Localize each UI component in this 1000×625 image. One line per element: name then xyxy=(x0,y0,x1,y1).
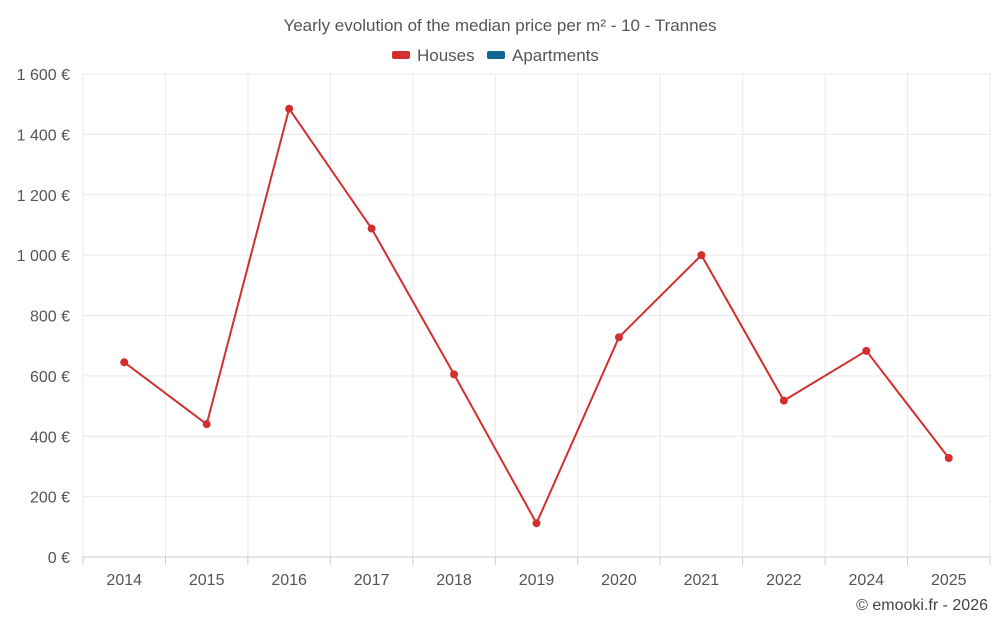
data-point[interactable] xyxy=(779,396,788,405)
y-axis: 0 € 200 € 400 € 600 € 800 € 1 000 € 1 200 € 1 4… xyxy=(17,67,70,567)
data-point[interactable] xyxy=(285,104,294,113)
y-tick-label: 200 € xyxy=(30,490,70,507)
legend: Houses Apartments xyxy=(392,46,599,65)
x-tick-label: 2022 xyxy=(766,572,802,589)
y-tick-label: 400 € xyxy=(30,429,70,446)
legend-label-apartments: Apartments xyxy=(512,46,599,65)
data-point[interactable] xyxy=(367,224,376,233)
data-point[interactable] xyxy=(862,346,871,355)
data-point[interactable] xyxy=(614,333,623,342)
y-tick-label: 1 400 € xyxy=(17,127,70,144)
y-tick-label: 1 200 € xyxy=(17,188,70,205)
y-tick-label: 1 600 € xyxy=(17,67,70,84)
x-axis: 2014 2015 2016 2017 2018 2019 2020 2021 2022 2024… xyxy=(82,556,991,589)
y-tick-label: 800 € xyxy=(30,309,70,326)
data-point[interactable] xyxy=(450,370,459,379)
chart-title: Yearly evolution of the median price per… xyxy=(283,16,716,35)
legend-item-apartments[interactable]: Apartments xyxy=(487,46,599,65)
x-tick-label: 2019 xyxy=(519,572,555,589)
y-tick-label: 600 € xyxy=(30,369,70,386)
plot-area xyxy=(120,104,953,528)
x-tick-label: 2018 xyxy=(436,572,472,589)
x-tick-label: 2025 xyxy=(931,572,967,589)
x-tick-label: 2016 xyxy=(271,572,307,589)
data-point[interactable] xyxy=(697,251,706,260)
x-tick-label: 2014 xyxy=(106,572,142,589)
x-tick-label: 2017 xyxy=(354,572,390,589)
data-point[interactable] xyxy=(202,420,211,429)
legend-label-houses: Houses xyxy=(417,46,475,65)
legend-swatch-apartments xyxy=(487,51,505,59)
data-point[interactable] xyxy=(944,453,953,462)
data-point[interactable] xyxy=(532,519,541,528)
x-tick-label: 2015 xyxy=(189,572,225,589)
copyright-text: © emooki.fr - 2026 xyxy=(856,597,988,614)
legend-item-houses[interactable]: Houses xyxy=(392,46,475,65)
x-tick-label: 2020 xyxy=(601,572,637,589)
y-tick-label: 1 000 € xyxy=(17,248,70,265)
x-tick-label: 2024 xyxy=(849,572,885,589)
y-tick-label: 0 € xyxy=(48,550,70,567)
x-tick-label: 2021 xyxy=(684,572,720,589)
data-point[interactable] xyxy=(120,358,129,367)
grid xyxy=(82,73,991,557)
legend-swatch-houses xyxy=(392,51,410,59)
